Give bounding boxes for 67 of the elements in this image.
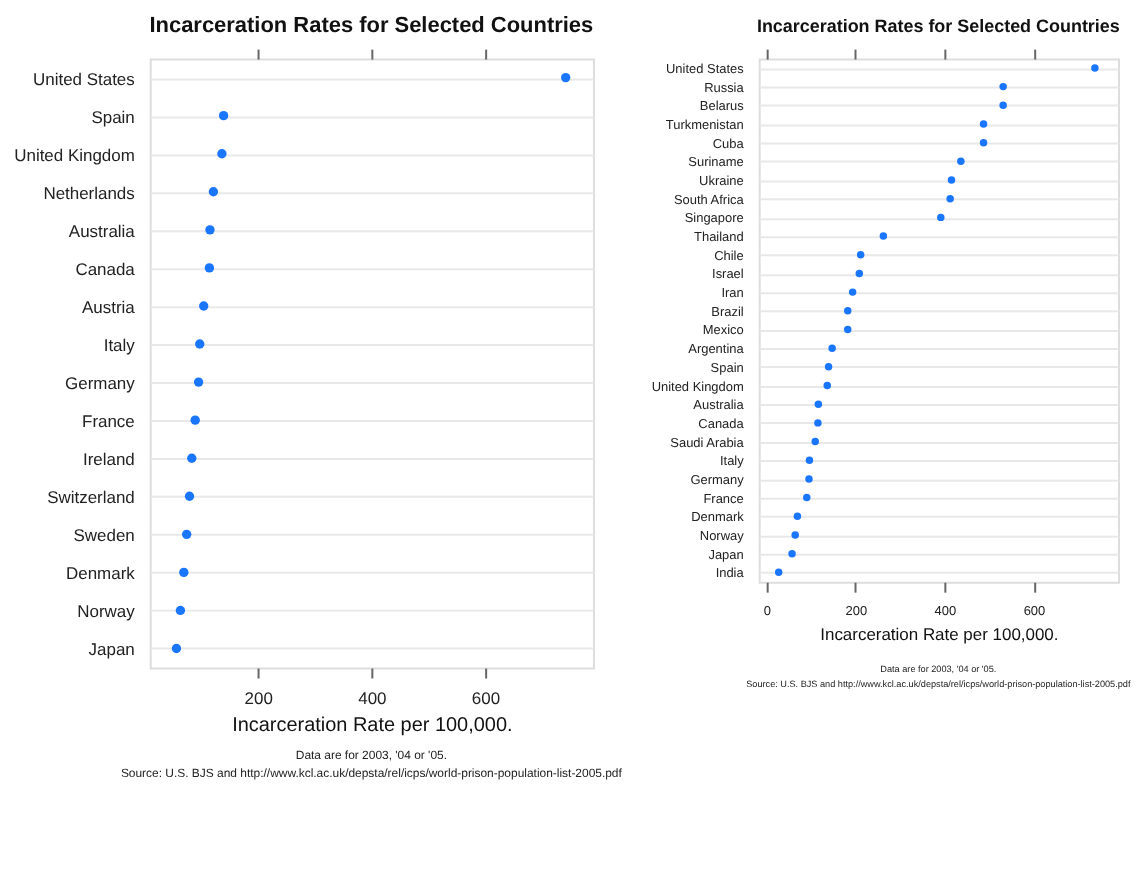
point	[828, 344, 836, 352]
point	[195, 339, 205, 349]
point	[999, 101, 1007, 110]
point	[204, 263, 215, 273]
y-tick-label: Switzerland	[47, 487, 136, 508]
point	[187, 453, 197, 463]
y-tick-label: United Kingdom	[14, 144, 135, 165]
point	[814, 419, 822, 427]
point	[171, 643, 182, 654]
point	[844, 325, 852, 334]
point	[805, 456, 814, 464]
point	[175, 605, 186, 616]
point	[218, 111, 229, 121]
point	[947, 176, 956, 184]
point	[811, 437, 819, 446]
y-tick-label: Canada	[75, 258, 136, 279]
point	[561, 72, 571, 83]
point	[937, 213, 945, 222]
point	[814, 400, 823, 408]
point	[199, 301, 209, 311]
point	[217, 149, 227, 159]
point	[193, 377, 204, 387]
point	[999, 82, 1007, 91]
point	[823, 381, 831, 390]
point	[979, 120, 988, 128]
point	[190, 415, 200, 425]
point	[803, 493, 811, 502]
x-axis-title: Incarceration Rate per 100,000.	[232, 715, 513, 738]
y-tick-label: Norway	[77, 601, 137, 622]
point	[805, 475, 813, 483]
chart-title: Incarceration Rates for Selected Countries	[756, 15, 1120, 36]
point	[774, 568, 783, 577]
point	[1091, 64, 1099, 72]
point	[824, 363, 833, 371]
point	[957, 157, 965, 166]
point	[946, 194, 954, 203]
point	[856, 251, 865, 259]
point	[855, 269, 864, 278]
x-tick-label: 600	[471, 688, 501, 709]
y-tick-label: Sweden	[73, 525, 136, 546]
y-tick-label: Italy	[103, 335, 137, 356]
y-tick-label: United States	[33, 68, 135, 89]
y-tick-label: Ireland	[82, 449, 136, 470]
y-tick-label: France	[82, 411, 136, 432]
point	[208, 187, 219, 197]
x-tick-label: 400	[358, 688, 388, 709]
y-tick-label: Netherlands	[43, 182, 135, 203]
point	[844, 307, 852, 315]
point	[879, 232, 888, 240]
point	[793, 512, 802, 521]
point	[181, 529, 192, 539]
point	[979, 138, 988, 147]
y-tick-label: Germany	[65, 373, 137, 394]
y-tick-label: Spain	[91, 106, 136, 127]
y-tick-label: Denmark	[66, 563, 137, 584]
x-axis-title: Incarceration Rate per 100,000.	[820, 623, 1059, 644]
x-tick-label: 200	[244, 688, 274, 709]
y-tick-label: Austria	[82, 296, 136, 317]
chart-title: Incarceration Rates for Selected Countries	[149, 13, 594, 38]
point	[184, 491, 195, 501]
y-tick-label: Australia	[68, 220, 136, 241]
point	[205, 225, 215, 235]
point	[848, 288, 857, 296]
y-tick-label: Japan	[88, 639, 136, 660]
point	[788, 549, 796, 558]
point	[791, 531, 799, 539]
point	[179, 567, 189, 578]
